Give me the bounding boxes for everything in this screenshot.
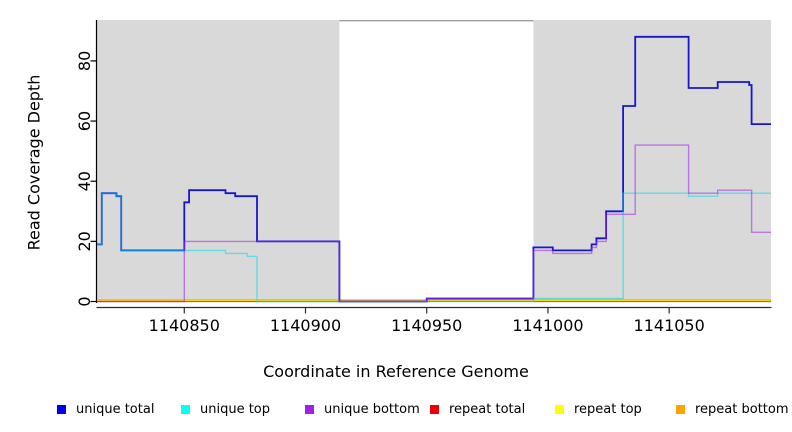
legend-label-repeat-bottom: repeat bottom [695,401,789,417]
series-line-unique-top [97,192,771,303]
legend-item-repeat-bottom: repeat bottom [676,402,789,416]
legend-swatch-repeat-bottom [676,404,685,414]
x-axis-title: Coordinate in Reference Genome [263,362,529,381]
legend-label-repeat-total: repeat total [449,401,526,417]
series-line-unique-bottom [97,144,771,303]
x-tick-label: 1140850 [149,316,220,335]
y-tick-label: 60 [75,111,94,131]
x-tick-label: 1141050 [634,316,705,335]
y-tick-label: 40 [75,171,94,191]
x-tick-label: 1140900 [270,316,341,335]
y-tick-label: 80 [75,51,94,71]
legend-label-unique-bottom: unique bottom [324,401,420,417]
x-tick-label: 1141000 [512,316,583,335]
region-uncovered-gap [339,20,534,303]
y-tick-label: 0 [75,296,94,306]
y-tick-label: 20 [75,231,94,251]
y-axis-title: Read Coverage Depth [24,74,44,251]
legend-label-unique-total: unique total [76,401,155,417]
legend-item-unique-total: unique total [57,402,154,416]
legend-swatch-unique-top [181,404,190,414]
legend-label-unique-top: unique top [200,401,271,417]
legend-label-repeat-top: repeat top [574,401,642,417]
legend-swatch-unique-total [57,404,66,414]
legend-swatch-unique-bottom [305,404,314,414]
legend-item-unique-bottom: unique bottom [305,402,420,416]
legend-item-unique-top: unique top [181,402,270,416]
legend-item-repeat-top: repeat top [555,402,642,416]
legend-item-repeat-total: repeat total [430,402,525,416]
region-shaded-right [533,20,771,303]
legend-swatch-repeat-top [555,404,564,414]
legend-swatch-repeat-total [430,404,439,414]
region-shaded-left [97,20,340,303]
x-tick-label: 1140950 [391,316,462,335]
